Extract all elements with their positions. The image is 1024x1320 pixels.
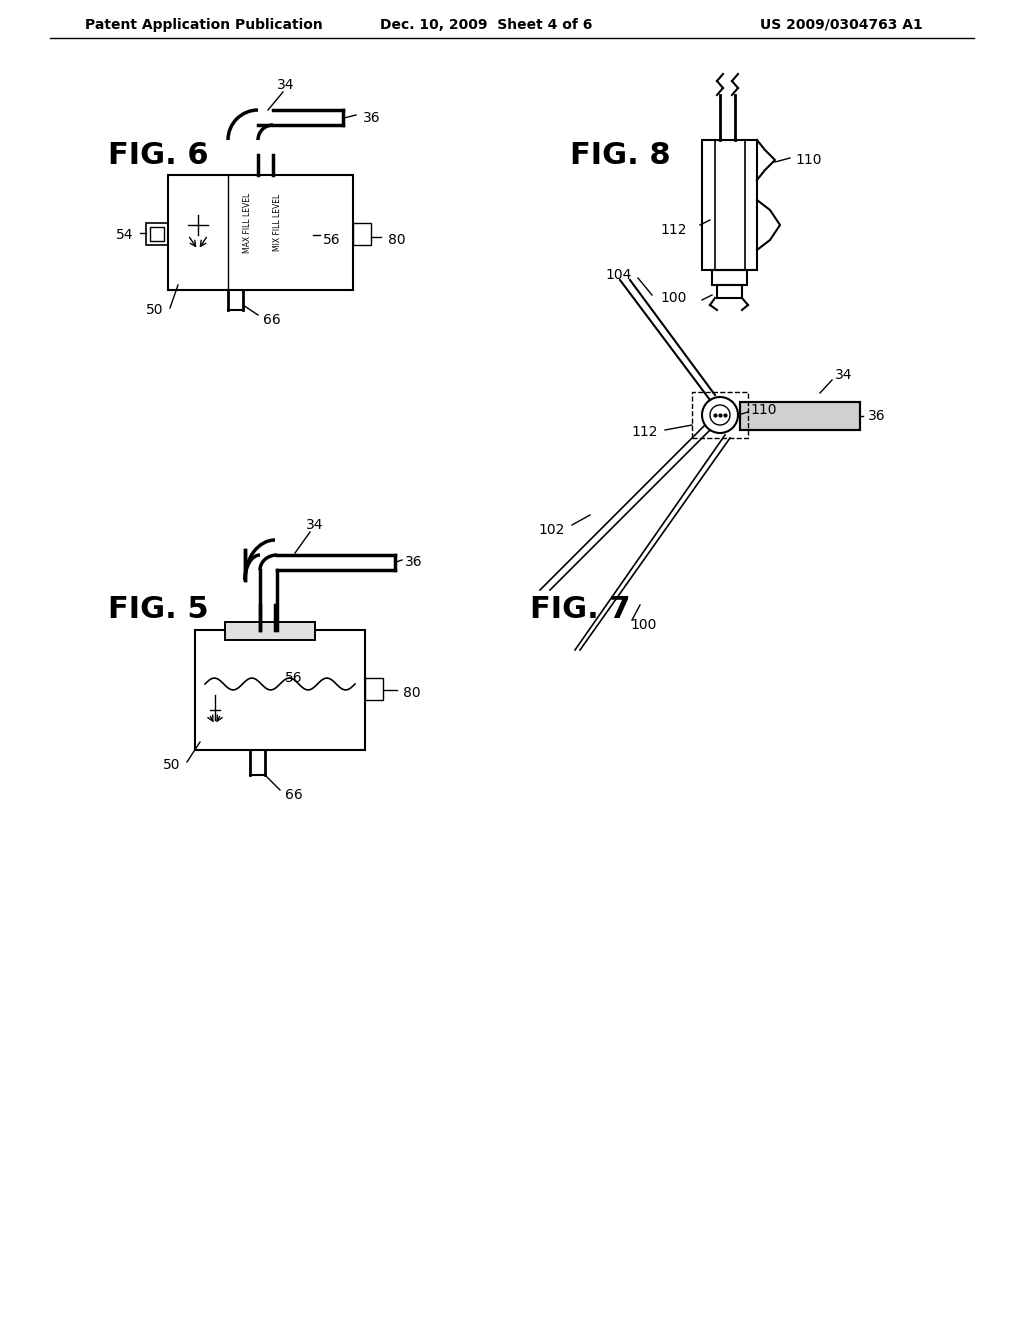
Text: 66: 66 bbox=[285, 788, 303, 803]
Bar bbox=[740, 403, 860, 430]
Bar bbox=[146, 223, 168, 246]
Bar bbox=[712, 271, 746, 285]
Text: 56: 56 bbox=[323, 234, 341, 247]
Text: 34: 34 bbox=[835, 368, 853, 381]
Bar bbox=[717, 285, 742, 298]
Text: US 2009/0304763 A1: US 2009/0304763 A1 bbox=[760, 18, 923, 32]
Text: 100: 100 bbox=[630, 618, 656, 632]
Bar bbox=[715, 140, 745, 271]
Text: Dec. 10, 2009  Sheet 4 of 6: Dec. 10, 2009 Sheet 4 of 6 bbox=[380, 18, 592, 32]
Text: 102: 102 bbox=[539, 523, 565, 537]
Text: 112: 112 bbox=[632, 425, 658, 440]
Text: 80: 80 bbox=[403, 686, 421, 700]
Text: FIG. 7: FIG. 7 bbox=[530, 595, 631, 624]
Text: 36: 36 bbox=[362, 111, 381, 125]
Text: MIX FILL LEVEL: MIX FILL LEVEL bbox=[273, 194, 283, 251]
Text: 36: 36 bbox=[868, 409, 886, 422]
Text: 66: 66 bbox=[263, 313, 281, 327]
Text: 54: 54 bbox=[116, 228, 133, 242]
Text: FIG. 5: FIG. 5 bbox=[108, 595, 209, 624]
Bar bbox=[353, 223, 371, 246]
Text: MAX FILL LEVEL: MAX FILL LEVEL bbox=[244, 193, 253, 252]
Text: 34: 34 bbox=[278, 78, 295, 92]
Text: 112: 112 bbox=[660, 223, 686, 238]
Bar bbox=[692, 392, 748, 438]
Bar bbox=[150, 227, 164, 242]
Text: FIG. 6: FIG. 6 bbox=[108, 140, 209, 169]
Text: 56: 56 bbox=[285, 671, 303, 685]
Text: 110: 110 bbox=[750, 403, 776, 417]
Text: 110: 110 bbox=[795, 153, 821, 168]
Bar bbox=[702, 140, 757, 271]
Text: FIG. 8: FIG. 8 bbox=[570, 140, 671, 169]
Bar bbox=[225, 622, 315, 640]
Text: 100: 100 bbox=[660, 290, 686, 305]
Text: 50: 50 bbox=[163, 758, 180, 772]
Text: 80: 80 bbox=[388, 234, 406, 247]
Bar bbox=[195, 630, 365, 750]
Text: 36: 36 bbox=[406, 554, 423, 569]
Text: 34: 34 bbox=[306, 517, 324, 532]
Bar bbox=[168, 176, 353, 290]
Bar bbox=[365, 678, 383, 700]
Text: 50: 50 bbox=[145, 304, 163, 317]
Bar bbox=[225, 622, 315, 640]
Text: Patent Application Publication: Patent Application Publication bbox=[85, 18, 323, 32]
Text: 104: 104 bbox=[605, 268, 632, 282]
Bar bbox=[740, 403, 860, 430]
